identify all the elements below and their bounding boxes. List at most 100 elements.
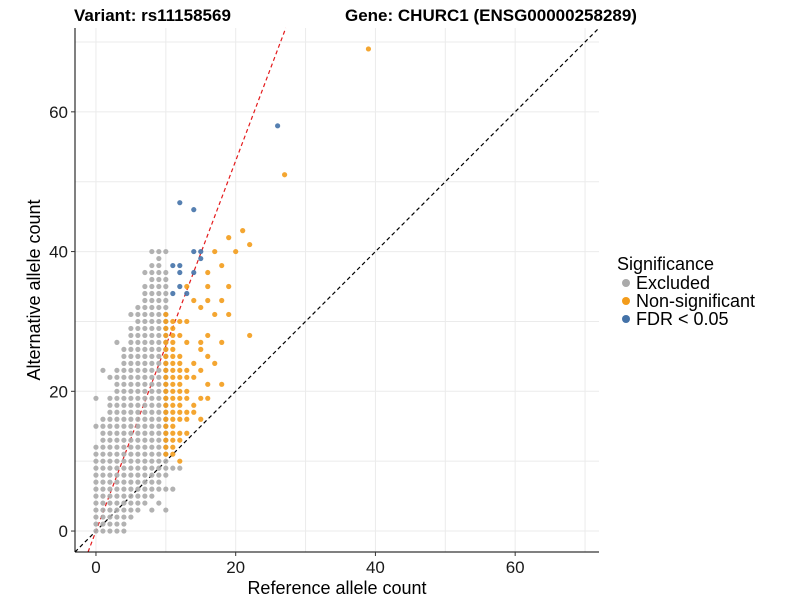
data-point	[121, 507, 127, 513]
data-point	[163, 353, 169, 359]
y-axis-title: Alternative allele count	[24, 199, 44, 380]
data-point	[156, 388, 162, 394]
data-point	[100, 367, 106, 373]
data-point	[163, 437, 169, 443]
data-point	[142, 325, 148, 332]
data-point	[149, 318, 155, 325]
data-point	[170, 353, 176, 359]
data-point	[142, 318, 148, 325]
data-point	[205, 381, 211, 387]
data-point	[142, 360, 148, 366]
data-point	[149, 353, 155, 359]
data-point	[149, 297, 155, 304]
legend-item-fdr: FDR < 0.05	[622, 309, 729, 329]
data-point	[121, 451, 127, 457]
data-point	[177, 269, 183, 276]
data-point	[240, 228, 246, 234]
data-point	[184, 430, 190, 436]
data-point	[149, 381, 155, 387]
legend-label-fdr: FDR < 0.05	[636, 309, 729, 329]
data-point	[170, 423, 176, 429]
data-point	[275, 123, 281, 129]
data-point	[163, 367, 169, 373]
data-point	[163, 472, 169, 478]
data-point	[135, 423, 141, 429]
data-point	[121, 416, 127, 422]
data-point	[114, 458, 120, 464]
data-point	[156, 339, 162, 345]
data-point	[177, 465, 183, 471]
data-point	[163, 507, 169, 513]
data-point	[156, 486, 162, 492]
data-point	[170, 318, 176, 325]
data-point	[156, 276, 162, 283]
data-point	[121, 423, 127, 429]
data-point	[163, 325, 169, 332]
data-point	[163, 409, 169, 415]
data-point	[149, 269, 155, 276]
data-point	[170, 402, 176, 408]
data-point	[163, 304, 169, 311]
data-point	[149, 276, 155, 283]
data-point	[198, 367, 204, 373]
data-point	[149, 290, 155, 297]
data-point	[135, 318, 141, 325]
data-point	[121, 353, 127, 359]
data-point	[128, 423, 134, 429]
data-point	[142, 458, 148, 464]
data-point	[128, 325, 134, 332]
data-point	[226, 235, 232, 241]
data-point	[142, 430, 148, 436]
data-point	[198, 416, 204, 422]
legend-label-non-significant: Non-significant	[636, 291, 755, 311]
data-point	[107, 465, 113, 471]
data-point	[107, 500, 113, 506]
data-point	[114, 521, 120, 527]
data-point	[128, 381, 134, 387]
legend-item-excluded: Excluded	[622, 273, 710, 293]
data-point	[156, 353, 162, 359]
data-point	[114, 444, 120, 450]
data-point	[121, 430, 127, 436]
data-point	[93, 514, 99, 520]
data-point	[149, 465, 155, 471]
data-point	[142, 311, 148, 318]
data-point	[114, 465, 120, 471]
data-point	[156, 465, 162, 471]
x-tick-label: 60	[506, 558, 525, 577]
data-point	[149, 395, 155, 401]
data-point	[135, 486, 141, 492]
axis-ticks: 0 20 40 60 0 20 40 60	[49, 103, 525, 577]
data-point	[156, 283, 162, 290]
data-point	[156, 304, 162, 311]
data-point	[233, 248, 239, 255]
data-point	[107, 437, 113, 443]
data-point	[170, 465, 176, 471]
data-point	[365, 46, 372, 52]
data-point	[107, 479, 113, 485]
data-point	[107, 514, 113, 520]
data-point	[156, 416, 162, 422]
data-point	[156, 311, 162, 318]
data-point	[128, 374, 134, 380]
data-point	[156, 318, 162, 325]
data-point	[205, 395, 211, 401]
data-point	[107, 458, 113, 464]
data-point	[184, 367, 190, 373]
data-point	[135, 472, 141, 478]
data-point	[149, 409, 155, 415]
data-point	[121, 360, 127, 366]
data-point	[121, 388, 127, 394]
data-point	[121, 472, 127, 478]
data-point	[93, 493, 99, 499]
plot-panel: 0 20 40 60 0 20 40 60	[49, 27, 600, 577]
data-point	[128, 311, 134, 318]
data-point	[107, 402, 113, 408]
data-point	[128, 388, 134, 394]
data-point	[142, 374, 148, 380]
data-point	[135, 416, 141, 422]
data-point	[177, 388, 183, 394]
y-tick-label: 40	[49, 243, 68, 262]
data-point	[135, 381, 141, 387]
data-point	[198, 255, 204, 262]
